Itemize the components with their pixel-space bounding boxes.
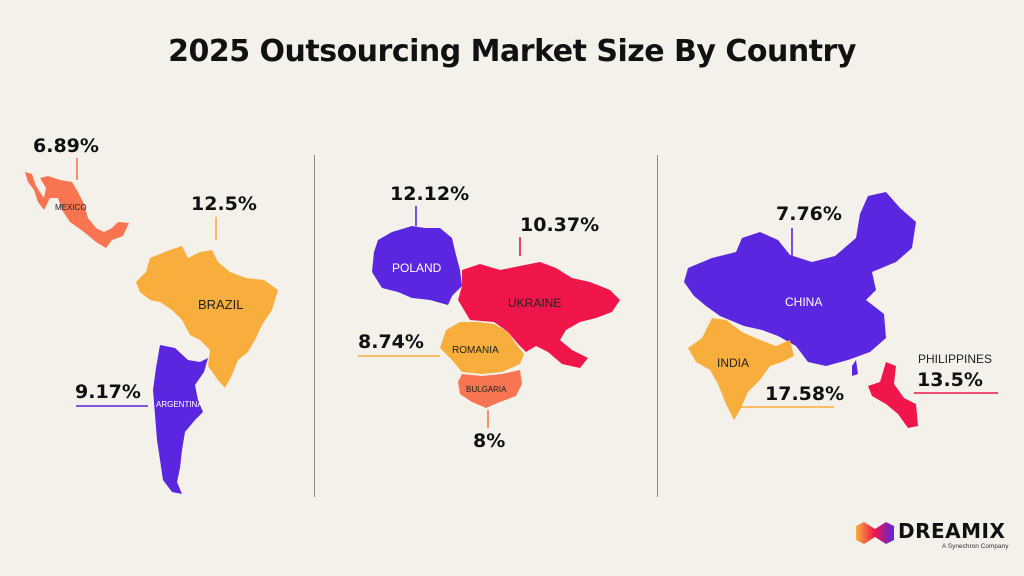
country-ukraine[interactable]: [458, 262, 620, 368]
country-bulgaria[interactable]: [458, 370, 522, 408]
value-romania: 8.74%: [358, 331, 424, 353]
page-title: 2025 Outsourcing Market Size By Country: [168, 34, 856, 69]
value-argentina: 9.17%: [75, 381, 141, 403]
value-bulgaria: 8%: [473, 430, 506, 452]
value-philippines: 13.5%: [917, 369, 983, 391]
label-mexico: MEXICO: [55, 203, 87, 212]
value-poland: 12.12%: [390, 183, 470, 205]
country-argentina[interactable]: [153, 345, 208, 494]
logo-wordmark: DREAMIX: [898, 519, 1006, 543]
label-argentina: ARGENTINA: [156, 400, 203, 409]
country-romania[interactable]: [440, 322, 524, 374]
country-taiwan: [852, 360, 858, 376]
country-philippines[interactable]: [868, 362, 918, 428]
country-india[interactable]: [688, 318, 794, 420]
country-brazil[interactable]: [136, 246, 278, 388]
value-brazil: 12.5%: [191, 193, 257, 215]
label-bulgaria: BULGARIA: [466, 385, 507, 394]
country-poland[interactable]: [372, 226, 462, 305]
value-mexico: 6.89%: [33, 135, 99, 157]
dreamix-logo-icon: [856, 522, 894, 544]
country-china[interactable]: [684, 192, 916, 366]
logo-tagline: A Synechron Company: [942, 543, 1009, 550]
label-india: INDIA: [717, 356, 750, 370]
value-india: 17.58%: [765, 383, 845, 405]
value-china: 7.76%: [776, 203, 842, 225]
label-brazil: BRAZIL: [198, 297, 244, 312]
divider: [314, 155, 315, 497]
label-ukraine: UKRAINE: [508, 296, 562, 310]
label-philippines: PHILIPPINES: [918, 352, 993, 366]
country-mexico[interactable]: [25, 172, 129, 248]
value-ukraine: 10.37%: [520, 214, 600, 236]
divider: [657, 155, 658, 497]
label-china: CHINA: [785, 295, 823, 309]
label-romania: ROMANIA: [452, 345, 499, 356]
label-poland: POLAND: [392, 261, 442, 275]
